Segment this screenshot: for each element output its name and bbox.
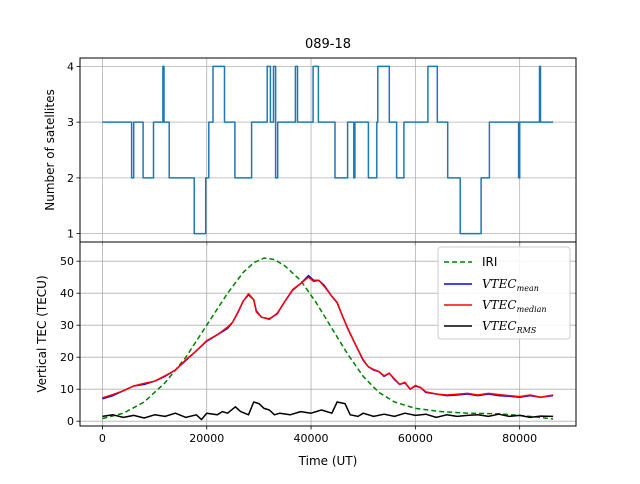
legend-mean-label: VTECmean	[482, 277, 539, 293]
tec-plot: 0 10 20 30 40 50 0 20000 40000 60000 80000 Time (…	[35, 241, 577, 468]
tec-x-tick-label: 0	[99, 432, 106, 445]
tec-y-tick-label: 50	[60, 255, 74, 268]
tec-y-tick-label: 40	[60, 287, 74, 300]
tec-y-tick-label: 20	[60, 351, 74, 364]
satellites-y-tick-label: 2	[67, 172, 74, 185]
tec-series-line-2	[102, 276, 554, 399]
tec-series-line-0	[102, 257, 554, 420]
legend-rms-label: VTECRMS	[482, 319, 537, 335]
legend-median-sub: median	[517, 305, 547, 314]
tec-y-axis-label: Vertical TEC (TECU)	[35, 275, 49, 392]
tec-y-tick-label: 10	[60, 383, 74, 396]
legend-rms-base: VTEC	[482, 319, 517, 333]
tec-x-tick-label: 20000	[189, 432, 224, 445]
legend-median-label: VTECmedian	[482, 298, 547, 314]
tec-y-ticks: 0 10 20 30 40 50	[60, 255, 80, 428]
legend-median-base: VTEC	[482, 298, 517, 312]
legend-box	[437, 246, 571, 340]
tec-x-ticks: 0 20000 40000 60000 80000	[99, 426, 537, 445]
legend-iri-label: IRI	[482, 255, 497, 269]
tec-x-axis-label: Time (UT)	[298, 454, 358, 468]
satellites-y-tick-label: 4	[67, 60, 74, 73]
tec-x-tick-label: 40000	[294, 432, 329, 445]
satellites-y-tick-label: 1	[67, 228, 74, 241]
tec-y-tick-label: 0	[67, 415, 74, 428]
tec-plot-frame	[79, 241, 577, 427]
legend-mean-sub: mean	[517, 284, 539, 293]
chart-title: 089-18	[305, 37, 351, 52]
satellites-y-tick-label: 3	[67, 116, 74, 129]
legend-mean-base: VTEC	[482, 277, 517, 291]
satellites-series-line-0	[102, 65, 554, 235]
tec-series	[102, 257, 554, 421]
satellites-series	[102, 65, 554, 235]
legend: IRI VTECmean VTECmedian VTECRMS	[437, 246, 571, 340]
tec-series-line-3	[102, 401, 554, 421]
legend-rms-sub: RMS	[516, 326, 537, 335]
tec-x-tick-label: 80000	[502, 432, 537, 445]
tec-x-tick-label: 60000	[398, 432, 433, 445]
tec-y-tick-label: 30	[60, 319, 74, 332]
satellites-y-axis-label: Number of satellites	[43, 89, 57, 210]
